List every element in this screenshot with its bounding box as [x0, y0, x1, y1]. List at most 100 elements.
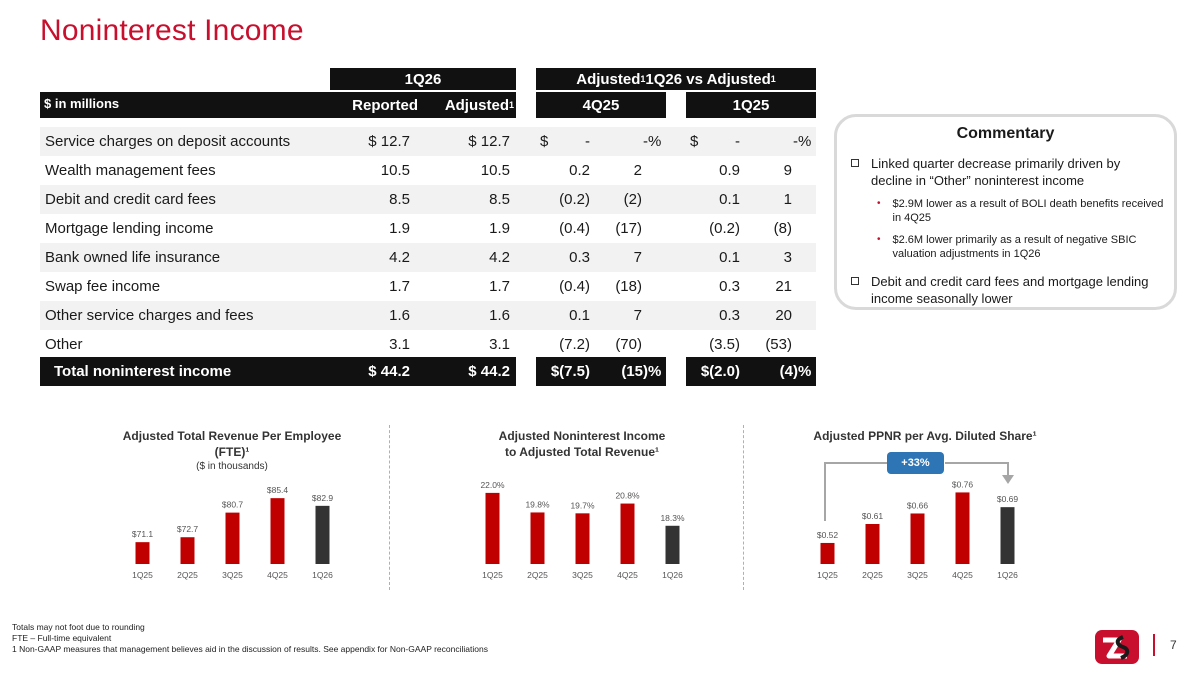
- chart-divider: [743, 425, 744, 590]
- chart2-data-label: 19.8%: [525, 499, 550, 509]
- total-q1-pct: (4): [779, 363, 798, 380]
- row-q4-pct: 7: [633, 307, 642, 324]
- row-q4-dollar: (0.4): [559, 278, 590, 295]
- logo-separator: [1153, 634, 1155, 656]
- chart2-tick-label: 2Q25: [527, 570, 548, 580]
- header-sup-2: 1: [770, 74, 776, 84]
- row-q4-dollar: 0.3: [569, 249, 590, 266]
- row-q1-dollar: 0.3: [719, 307, 740, 324]
- row-reported: 4.2: [389, 249, 410, 266]
- chart2-data-label: 20.8%: [615, 491, 640, 501]
- commentary-sub-text: $2.6M lower primarily as a result of neg…: [892, 234, 1137, 260]
- chart3-data-label: $0.66: [907, 500, 929, 510]
- row-adjusted: 3.1: [489, 336, 510, 353]
- row-q1-pct: 9: [783, 162, 792, 179]
- row-reported: 3.1: [389, 336, 410, 353]
- chart3-bar: [910, 513, 925, 564]
- row-q4-pct: (2): [623, 191, 642, 208]
- total-row: Total noninterest income $ 44.2 $ 44.2 $…: [40, 357, 816, 386]
- total-q4-dollar: $(7.5): [550, 363, 590, 380]
- growth-bracket-arrow-icon: [1002, 475, 1014, 484]
- chart3-bar: [865, 524, 880, 564]
- chart3-data-label: $0.52: [817, 530, 839, 540]
- total-reported: $ 44.2: [368, 363, 410, 380]
- row-label: Debit and credit card fees: [45, 191, 216, 208]
- commentary-box: Commentary Linked quarter decrease prima…: [834, 114, 1177, 310]
- total-q1-dollar: $(2.0): [700, 363, 740, 380]
- row-q1-pct: (8): [773, 220, 792, 237]
- column-4q25: 4Q25: [536, 92, 666, 118]
- chart3-data-label: $0.61: [862, 511, 884, 521]
- total-q4-pct-sign: %: [648, 363, 662, 380]
- column-reported: Reported: [352, 96, 418, 114]
- chart2-bar: [575, 513, 590, 564]
- commentary-sub-bullet: • $2.9M lower as a result of BOLI death …: [877, 197, 1167, 225]
- row-label: Mortgage lending income: [45, 220, 214, 237]
- row-label: Wealth management fees: [45, 162, 216, 179]
- chart1-tick-label: 3Q25: [222, 570, 243, 580]
- commentary-title: Commentary: [956, 125, 1055, 142]
- row-q1-pct: 1: [783, 191, 792, 208]
- chart2-title: Adjusted Noninterest Income to Adjusted …: [450, 428, 714, 460]
- chart3-tick-label: 4Q25: [952, 570, 973, 580]
- chart1-data-label: $85.4: [267, 485, 289, 495]
- row-q4-dollar: (0.4): [559, 220, 590, 237]
- row-label: Service charges on deposit accounts: [45, 133, 291, 150]
- row-adjusted: 1.9: [489, 220, 510, 237]
- total-label: Total noninterest income: [54, 363, 232, 380]
- chart3-tick-label: 1Q26: [997, 570, 1018, 580]
- chart2-title-line2: to Adjusted Total Revenue¹: [504, 445, 659, 459]
- row-q4-pct-sign: %: [648, 133, 662, 150]
- row-q4-pct: 7: [633, 249, 642, 266]
- chart1-bar: [270, 498, 285, 564]
- chart2-bar: [530, 512, 545, 564]
- row-q1-dollar: 0.3: [719, 278, 740, 295]
- row-label: Bank owned life insurance: [45, 249, 221, 266]
- row-q4-dollar: (7.2): [559, 336, 590, 353]
- row-reported: 1.9: [389, 220, 410, 237]
- row-reported: 8.5: [389, 191, 410, 208]
- row-reported: 1.7: [389, 278, 410, 295]
- chart1-svg: $71.1 1Q25 $72.7 2Q25 $80.7 3Q25 $85.4 4Q25 $82.…: [132, 485, 334, 580]
- chart3-bar: [1000, 507, 1015, 564]
- row-q4-dollar: (0.2): [559, 191, 590, 208]
- row-q1-dollar-sign: $: [690, 133, 699, 150]
- row-q1-pct: (53): [765, 336, 792, 353]
- checkbox-bullet-icon: [851, 159, 859, 167]
- row-adjusted: 8.5: [489, 191, 510, 208]
- row-q4-pct: -: [643, 133, 648, 150]
- table-row: Other service charges and fees 1.6 1.6 0…: [40, 301, 816, 330]
- column-1q25: 1Q25: [686, 92, 816, 118]
- chart2-bar: [665, 525, 680, 564]
- row-adjusted: 4.2: [489, 249, 510, 266]
- chart1-tick-label: 1Q25: [132, 570, 153, 580]
- chart1-data-label: $71.1: [132, 529, 154, 539]
- table-row: Wealth management fees 10.5 10.5 0.2 2 0…: [40, 156, 816, 185]
- row-reported: 1.6: [389, 307, 410, 324]
- row-q1-pct-sign: %: [798, 133, 812, 150]
- chart3-bar: [955, 492, 970, 564]
- units-label: $ in millions: [44, 96, 120, 111]
- checkbox-bullet-icon: [851, 277, 859, 285]
- header-sup-1: 1: [640, 74, 646, 84]
- commentary-bullet-text: Debit and credit card fees and mortgage …: [871, 274, 1149, 306]
- header-adjusted-prefix: Adjusted: [576, 70, 641, 88]
- row-q1-dollar: 0.1: [719, 249, 740, 266]
- row-label: Other: [45, 336, 83, 353]
- total-q1-pct-sign: %: [798, 363, 812, 380]
- row-q4-pct: (17): [615, 220, 642, 237]
- chart3-tick-label: 1Q25: [817, 570, 838, 580]
- chart1-bar: [180, 537, 195, 564]
- chart1-bar: [225, 512, 240, 564]
- total-q4-pct: (15): [621, 363, 648, 380]
- row-q4-dollar-sign: $: [540, 133, 549, 150]
- chart3-data-label: $0.69: [997, 494, 1019, 504]
- header-units-bar: [40, 92, 516, 118]
- commentary-bullet: Linked quarter decrease primarily driven…: [851, 155, 1161, 189]
- table-row: Other 3.1 3.1 (7.2) (70) (3.5) (53): [40, 330, 816, 359]
- chart3-svg: $0.52 1Q25 $0.61 2Q25 $0.66 3Q25 $0.76 4Q25 $0.6…: [817, 479, 1019, 580]
- footnote-non-gaap: 1 Non-GAAP measures that management beli…: [12, 644, 488, 654]
- commentary-sub-text: $2.9M lower as a result of BOLI death be…: [892, 198, 1164, 224]
- chart2-title-line1: Adjusted Noninterest Income: [498, 429, 666, 443]
- bank-logo-icon: [1095, 630, 1139, 664]
